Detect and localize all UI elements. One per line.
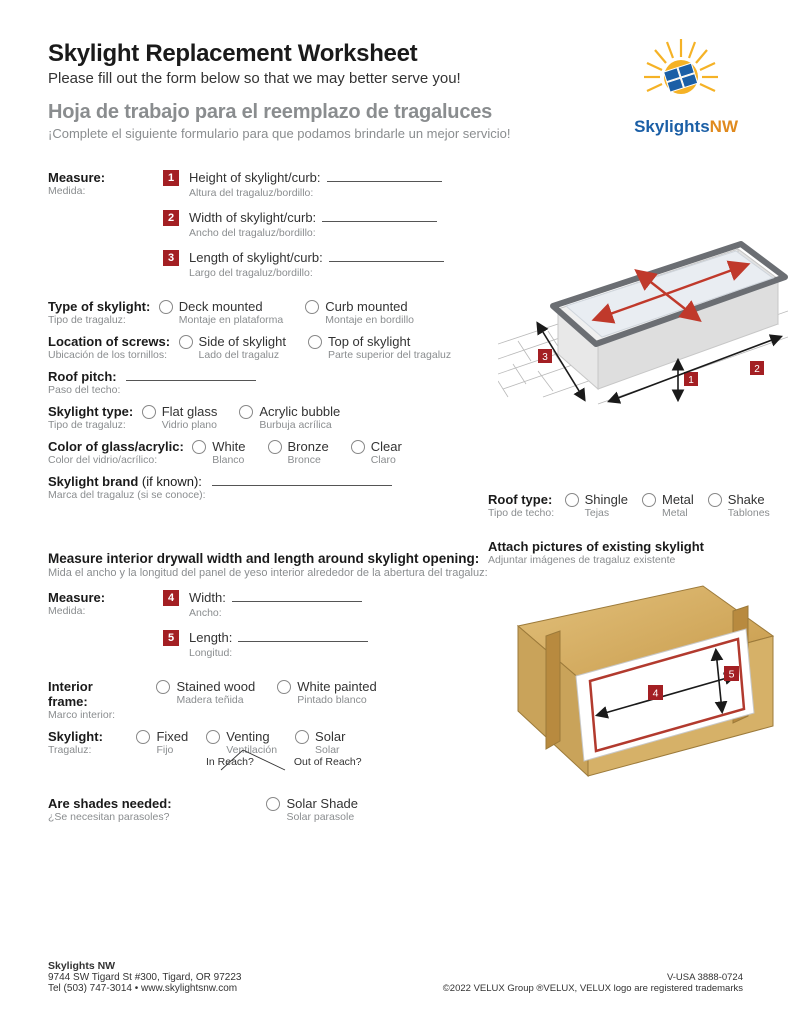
screws-row: Location of screws: Ubicación de los tor… xyxy=(48,334,468,361)
roof-type-row: Roof type: Tipo de techo: ShingleTejas M… xyxy=(488,492,788,519)
footer-right: V-USA 3888-0724 ©2022 VELUX Group ®VELUX… xyxy=(443,972,743,994)
marker-3: 3 xyxy=(163,250,179,266)
opt-clear[interactable]: ClearClaro xyxy=(351,439,402,466)
roof-pitch-row: Roof pitch: Paso del techo: xyxy=(48,369,468,396)
interior-frame-row: Interior frame: Marco interior: Stained … xyxy=(48,679,468,721)
opt-shake[interactable]: ShakeTablones xyxy=(708,492,770,519)
brand-row: Skylight brand (if known): Marca del tra… xyxy=(48,474,468,501)
type-of-skylight-row: Type of skylight: Tipo de tragaluz: Deck… xyxy=(48,299,468,326)
measure-label: Measure: xyxy=(48,170,163,185)
company-logo: SkylightsNW xyxy=(634,35,738,137)
svg-text:4: 4 xyxy=(653,688,659,700)
opt-white-painted[interactable]: White paintedPintado blanco xyxy=(277,679,377,706)
measure-4: 4 Width: Ancho: xyxy=(163,589,368,619)
opt-stained-wood[interactable]: Stained woodMadera teñida xyxy=(156,679,255,706)
opt-shingle[interactable]: ShingleTejas xyxy=(565,492,628,519)
opt-acrylic-bubble[interactable]: Acrylic bubbleBurbuja acrílica xyxy=(239,404,340,431)
measure-2: 2 Width of skylight/curb: Ancho del trag… xyxy=(163,209,468,239)
exterior-skylight-diagram: 3 1 2 xyxy=(498,159,788,419)
marker-1: 1 xyxy=(163,170,179,186)
reach-connector-icon xyxy=(213,750,323,778)
footer: Skylights NW 9744 SW Tigard St #300, Tig… xyxy=(48,960,743,994)
footer-left: Skylights NW 9744 SW Tigard St #300, Tig… xyxy=(48,960,241,994)
opt-bronze[interactable]: BronzeBronce xyxy=(268,439,329,466)
measure-1: 1 Height of skylight/curb: Altura del tr… xyxy=(163,169,468,199)
interior-section: Measure interior drywall width and lengt… xyxy=(48,551,743,823)
shades-row: Are shades needed: ¿Se necesitan parasol… xyxy=(48,796,468,823)
skylight-type-row: Skylight type: Tipo de tragaluz: Flat gl… xyxy=(48,404,468,431)
opt-curb-mounted[interactable]: Curb mountedMontaje en bordillo xyxy=(305,299,414,326)
measure-5: 5 Length: Longitud: xyxy=(163,629,368,659)
opt-solar-shade[interactable]: Solar ShadeSolar parasole xyxy=(266,796,358,823)
header: Skylight Replacement Worksheet Please fi… xyxy=(48,40,743,141)
height-input[interactable] xyxy=(327,171,442,182)
svg-text:1: 1 xyxy=(688,375,694,386)
int-length-input[interactable] xyxy=(238,631,368,642)
sun-panel-icon xyxy=(634,35,729,115)
svg-text:2: 2 xyxy=(754,364,760,375)
width-input[interactable] xyxy=(322,211,437,222)
opt-metal[interactable]: MetalMetal xyxy=(642,492,694,519)
int-width-input[interactable] xyxy=(232,591,362,602)
length-input[interactable] xyxy=(329,251,444,262)
svg-text:3: 3 xyxy=(542,352,548,363)
svg-text:5: 5 xyxy=(729,669,735,681)
brand-input[interactable] xyxy=(212,475,392,486)
opt-top-of-skylight[interactable]: Top of skylightParte superior del tragal… xyxy=(308,334,451,361)
interior-opening-diagram: 4 5 xyxy=(498,581,778,796)
opt-fixed[interactable]: FixedFijo xyxy=(136,729,188,756)
roof-pitch-input[interactable] xyxy=(126,370,256,381)
marker-5: 5 xyxy=(163,630,179,646)
opt-flat-glass[interactable]: Flat glassVidrio plano xyxy=(142,404,218,431)
logo-text: SkylightsNW xyxy=(634,117,738,137)
opt-white[interactable]: WhiteBlanco xyxy=(192,439,245,466)
glass-color-row: Color of glass/acrylic: Color del vidrio… xyxy=(48,439,468,466)
opt-deck-mounted[interactable]: Deck mountedMontaje en plataforma xyxy=(159,299,283,326)
measure-3: 3 Length of skylight/curb: Largo del tra… xyxy=(163,249,468,279)
marker-2: 2 xyxy=(163,210,179,226)
exterior-section: Measure: Medida: 1 Height of skylight/cu… xyxy=(48,169,743,501)
section2-title: Measure interior drywall width and lengt… xyxy=(48,551,743,566)
opt-side-of-skylight[interactable]: Side of skylightLado del tragaluz xyxy=(179,334,286,361)
marker-4: 4 xyxy=(163,590,179,606)
